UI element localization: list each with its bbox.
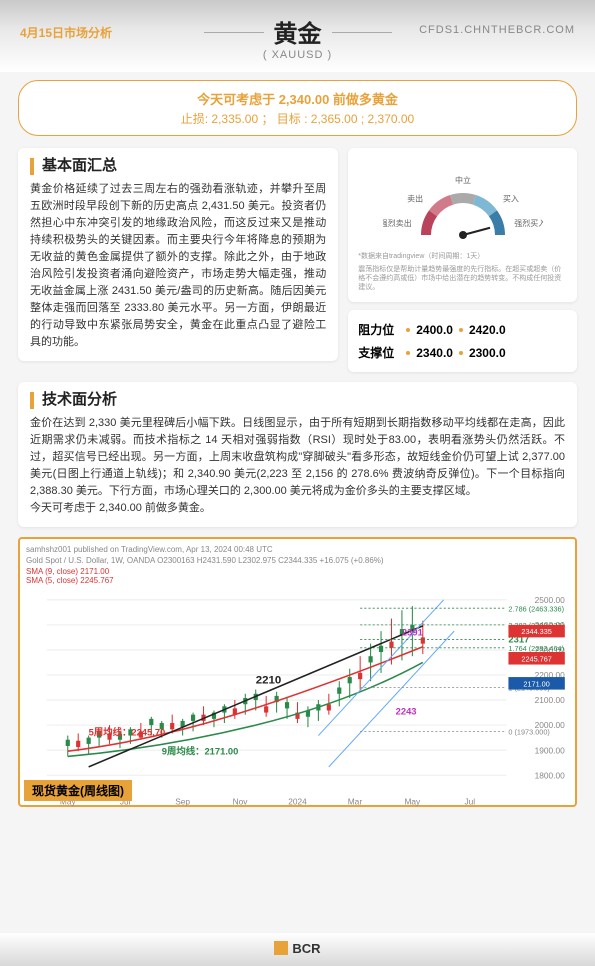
footer: BCR bbox=[0, 933, 595, 966]
resistance-v2: 2420.0 bbox=[469, 323, 506, 337]
svg-text:9周均线：2171.00: 9周均线：2171.00 bbox=[162, 746, 239, 757]
svg-text:2210: 2210 bbox=[256, 674, 282, 686]
svg-text:May: May bbox=[404, 797, 421, 807]
chart-spot: Gold Spot / U.S. Dollar, 1W, OANDA O2300… bbox=[26, 556, 569, 565]
symbol: ( XAUUSD ) bbox=[20, 49, 575, 61]
svg-text:中立: 中立 bbox=[455, 175, 471, 185]
recommendation-box: 今天可考虑于 2,340.00 前做多黄金 止损: 2,335.00 ； 目标 … bbox=[18, 80, 577, 136]
svg-text:强烈卖出: 强烈卖出 bbox=[383, 218, 412, 228]
svg-text:1900.00: 1900.00 bbox=[535, 745, 566, 755]
sentiment-gauge: 强烈卖出 卖出 中立买入强烈买入 bbox=[358, 158, 567, 248]
svg-text:1.764 (2283.464): 1.764 (2283.464) bbox=[508, 644, 564, 653]
sma5-label: SMA (5, close) 2245.767 bbox=[26, 576, 114, 585]
dot-icon bbox=[459, 328, 463, 332]
support-row: 支撑位 2340.0 2300.0 bbox=[358, 341, 567, 364]
svg-text:2171.00: 2171.00 bbox=[523, 680, 549, 689]
brand-name: BCR bbox=[292, 941, 320, 956]
recommendation-targets: 止损: 2,335.00 ； 目标 : 2,365.00 ; 2,370.00 bbox=[35, 110, 560, 127]
resistance-label: 阻力位 bbox=[358, 321, 406, 338]
support-v1: 2340.0 bbox=[416, 346, 453, 360]
svg-text:2344.335: 2344.335 bbox=[521, 627, 551, 636]
levels-card: 阻力位 2400.0 2420.0 支撑位 2340.0 2300.0 bbox=[348, 310, 577, 372]
chart-container: samhshz001 published on TradingView.com,… bbox=[18, 537, 577, 807]
support-v2: 2300.0 bbox=[469, 346, 506, 360]
technical-text: 金价在达到 2,330 美元里程碑后小幅下跌。日线图显示，由于所有短期到长期指数… bbox=[30, 415, 565, 517]
sma9-label: SMA (9, close) 2171.00 bbox=[26, 567, 109, 576]
fundamental-card: 基本面汇总 黄金价格延续了过去三周左右的强劲看涨轨迹，并攀升至周五欧洲时段早段创… bbox=[18, 148, 338, 361]
source-url: CFDS1.CHNTHEBCR.COM bbox=[419, 24, 575, 36]
svg-text:强烈买入: 强烈买入 bbox=[514, 219, 543, 228]
svg-text:2100.00: 2100.00 bbox=[535, 695, 566, 705]
svg-text:2.786 (2463.336): 2.786 (2463.336) bbox=[508, 604, 564, 613]
svg-text:Nov: Nov bbox=[233, 797, 249, 807]
gauge-note2: 震荡指标仅是帮助计量趋势最强度的先行指标。在超买或超卖（价格不会遵约高或低）市场… bbox=[358, 265, 567, 292]
dot-icon bbox=[406, 328, 410, 332]
chart-header: samhshz001 published on TradingView.com,… bbox=[26, 545, 569, 554]
svg-text:卖出: 卖出 bbox=[407, 194, 423, 204]
analysis-date: 4月15日市场分析 bbox=[20, 24, 112, 41]
svg-text:Mar: Mar bbox=[348, 797, 363, 807]
support-label: 支撑位 bbox=[358, 344, 406, 361]
page-title: 黄金 bbox=[274, 14, 322, 49]
svg-text:2243: 2243 bbox=[396, 706, 417, 717]
chart-title-badge: 现货黄金(周线图) bbox=[24, 780, 132, 801]
svg-text:0 (1973.000): 0 (1973.000) bbox=[508, 728, 549, 737]
price-chart: 2500.002400.002300.002200.002100.002000.… bbox=[26, 589, 569, 809]
dot-icon bbox=[459, 351, 463, 355]
recommendation-entry: 今天可考虑于 2,340.00 前做多黄金 bbox=[35, 89, 560, 108]
technical-card: 技术面分析 金价在达到 2,330 美元里程碑后小幅下跌。日线图显示，由于所有短… bbox=[18, 382, 577, 527]
svg-text:Sep: Sep bbox=[175, 797, 190, 807]
dot-icon bbox=[406, 351, 410, 355]
resistance-v1: 2400.0 bbox=[416, 323, 453, 337]
svg-text:2391: 2391 bbox=[402, 626, 423, 637]
svg-text:2024: 2024 bbox=[288, 797, 307, 807]
svg-text:2245.767: 2245.767 bbox=[521, 655, 551, 664]
fundamental-title: 基本面汇总 bbox=[30, 158, 326, 175]
fundamental-text: 黄金价格延续了过去三周左右的强劲看涨轨迹，并攀升至周五欧洲时段早段创下新的历史高… bbox=[30, 181, 326, 351]
resistance-row: 阻力位 2400.0 2420.0 bbox=[358, 318, 567, 341]
sentiment-gauge-card: 强烈卖出 卖出 中立买入强烈买入 *数据来自tradingview（时间周期：1天）… bbox=[348, 148, 577, 302]
svg-text:1800.00: 1800.00 bbox=[535, 771, 566, 781]
svg-text:Jul: Jul bbox=[464, 797, 475, 807]
svg-text:买入: 买入 bbox=[502, 195, 518, 204]
gauge-note1: *数据来自tradingview（时间周期：1天） bbox=[358, 252, 567, 261]
technical-title: 技术面分析 bbox=[30, 392, 565, 409]
svg-text:5周均线：2245.70: 5周均线：2245.70 bbox=[89, 727, 166, 738]
logo-icon bbox=[274, 941, 288, 955]
